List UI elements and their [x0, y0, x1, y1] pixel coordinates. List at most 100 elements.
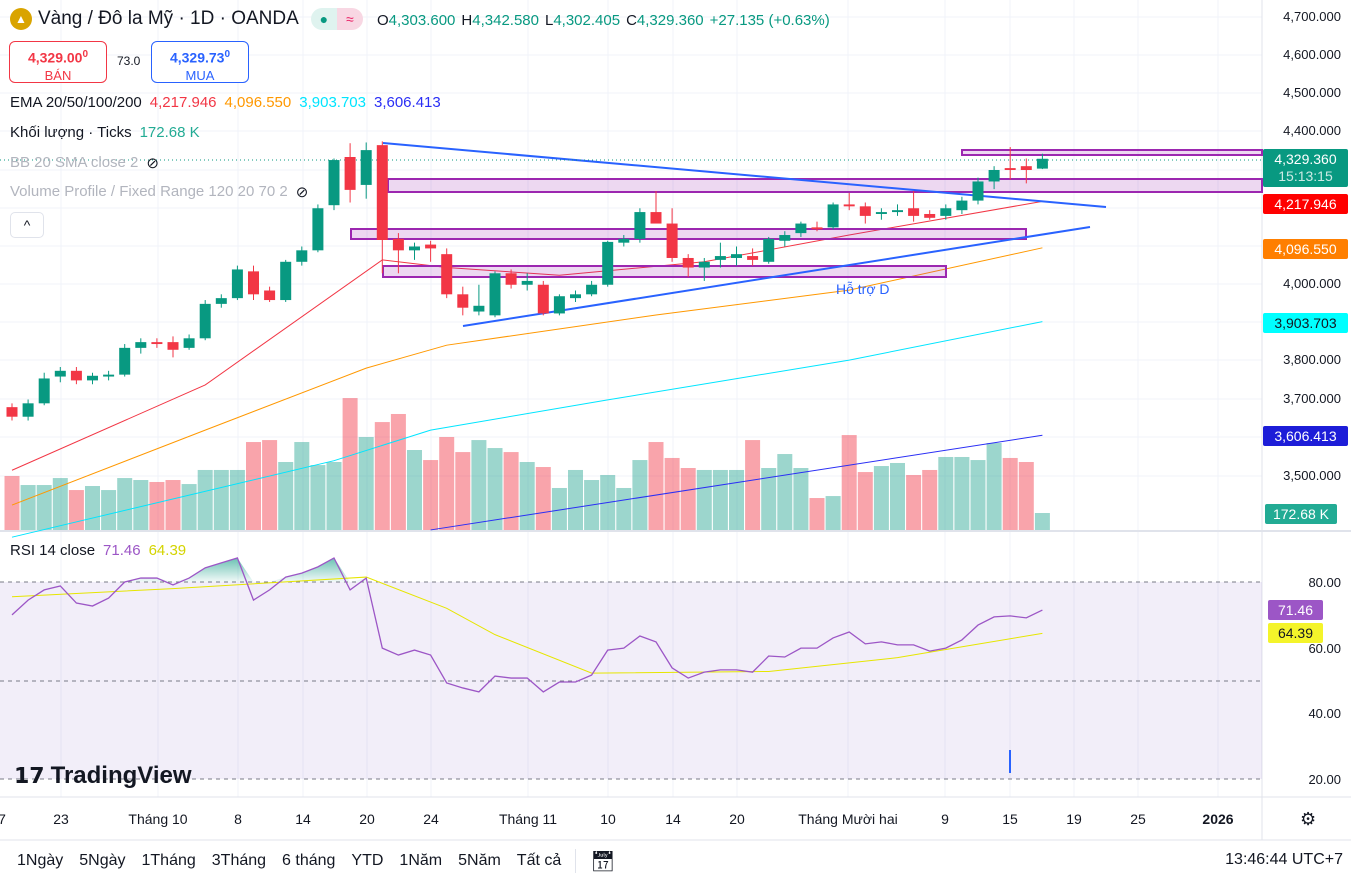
bottom-toolbar: 1Ngày 5Ngày 1Tháng 3Tháng 6 tháng YTD 1N…: [0, 845, 624, 877]
candle-body: [135, 342, 147, 348]
range-1d[interactable]: 1Ngày: [17, 852, 64, 869]
candle-body: [103, 374, 115, 377]
volume-bar: [36, 485, 52, 530]
hidden-eye-icon[interactable]: ⊘: [146, 155, 159, 172]
price-axis-label: 4,400.000: [1283, 123, 1341, 138]
candle-body: [666, 223, 678, 258]
clock[interactable]: 13:46:44 UTC+7: [1225, 851, 1343, 868]
rsi-ma-line: [11, 576, 1043, 674]
volume-badge: 172.68 K: [1265, 504, 1337, 524]
volume-bar: [165, 480, 181, 530]
sell-button[interactable]: 4,329.000 BÁN: [9, 41, 107, 83]
candle-body: [264, 290, 276, 301]
volume-bar: [986, 443, 1002, 530]
hidden-eye-icon[interactable]: ⊘: [295, 184, 309, 201]
volume-bar: [519, 462, 535, 530]
tradingview-logo[interactable]: 𝟭𝟳 TradingView: [14, 762, 192, 789]
candle-body: [553, 296, 565, 314]
volume-bar: [278, 462, 294, 530]
volume-bar: [407, 450, 422, 530]
market-status[interactable]: ● ≈: [310, 8, 363, 30]
range-6m[interactable]: 6 tháng: [282, 852, 336, 869]
rsi-legend[interactable]: RSI 14 close 71.46 64.39: [10, 542, 187, 559]
volume-bar: [439, 437, 455, 530]
rsi-axis-label: 80.00: [1308, 575, 1341, 590]
candle-body: [634, 212, 646, 239]
collapse-legend-button[interactable]: ^: [10, 212, 44, 238]
range-1m[interactable]: 1Tháng: [141, 852, 196, 869]
candle-body: [489, 273, 501, 316]
candle-body: [6, 407, 18, 417]
candle-body: [409, 246, 420, 251]
candle-body: [87, 375, 98, 381]
candle-body: [312, 208, 324, 251]
volume-bar: [922, 469, 938, 530]
calendar-icon[interactable]: 📅︎: [590, 850, 616, 873]
ema50-line: [11, 247, 1043, 506]
range-1y[interactable]: 1Năm: [399, 852, 443, 869]
candle-body: [441, 254, 453, 295]
candle-body: [183, 338, 195, 348]
ema100-badge: 3,903.703: [1263, 313, 1348, 333]
current-price-badge: 4,329.360 15:13:15: [1263, 149, 1348, 187]
volume-bar: [326, 462, 342, 530]
volume-profile-legend[interactable]: Volume Profile / Fixed Range 120 20 70 2…: [10, 183, 309, 201]
volume-legend[interactable]: Khối lượng · Ticks 172.68 K: [10, 124, 200, 141]
volume-bar: [503, 452, 519, 530]
time-axis-label: 23: [53, 811, 69, 827]
volume-bar: [777, 454, 793, 530]
support-annotation[interactable]: Hỗ trợ D: [836, 281, 890, 297]
time-axis-label: 7: [0, 811, 6, 827]
volume-bar: [68, 490, 84, 530]
volume-bar: [616, 487, 632, 530]
settings-gear-icon[interactable]: ⚙: [1300, 809, 1317, 829]
range-3m[interactable]: 3Tháng: [211, 852, 267, 869]
candle-body: [425, 244, 437, 249]
range-5d[interactable]: 5Ngày: [79, 852, 126, 869]
bb-legend[interactable]: BB 20 SMA close 2 ⊘: [10, 154, 159, 172]
candle-body: [586, 284, 598, 295]
symbol-header[interactable]: ▲ Vàng / Đô la Mỹ · 1D · OANDA ● ≈: [10, 8, 363, 30]
range-ytd[interactable]: YTD: [351, 852, 384, 869]
price-axis-label: 3,800.000: [1283, 352, 1341, 367]
ema20-badge: 4,217.946: [1263, 194, 1348, 214]
volume-bar: [841, 435, 857, 530]
zone-rectangle: [382, 265, 947, 278]
candle-body: [280, 261, 292, 301]
candle-body: [908, 208, 920, 216]
candle-body: [618, 238, 630, 243]
candle-body: [505, 273, 517, 285]
range-5y[interactable]: 5Năm: [458, 852, 501, 869]
time-axis-label: Tháng 10: [128, 811, 188, 827]
ema-legend[interactable]: EMA 20/50/100/200 4,217.946 4,096.550 3,…: [10, 94, 441, 111]
candle-body: [215, 298, 227, 304]
price-axis-label: 4,700.000: [1283, 9, 1341, 24]
candle-body: [22, 403, 34, 417]
volume-bar: [246, 442, 261, 530]
volume-bar: [133, 480, 149, 530]
volume-bar: [101, 490, 117, 530]
volume-bar: [229, 469, 245, 530]
candle-body: [859, 206, 871, 216]
ohlc-readout: O4,303.600 H4,342.580 L4,302.405 C4,329.…: [377, 12, 830, 29]
candle-body: [457, 294, 469, 308]
candle-body: [714, 256, 726, 260]
rsi-axis-label: 60.00: [1308, 641, 1341, 656]
range-all[interactable]: Tất cả: [516, 852, 562, 869]
volume-bar: [1034, 513, 1050, 530]
rsi-ma-badge: 64.39: [1268, 623, 1323, 643]
symbol-title[interactable]: Vàng / Đô la Mỹ · 1D · OANDA: [38, 8, 299, 29]
volume-bar: [632, 460, 648, 530]
buy-button[interactable]: 4,329.730 MUA: [151, 41, 249, 83]
volume-bar: [342, 398, 358, 530]
candle-body: [924, 213, 936, 218]
volume-bar: [873, 466, 889, 530]
rsi-badge: 71.46: [1268, 600, 1323, 620]
spread-value: 73.0: [117, 54, 141, 68]
candle-body: [199, 303, 211, 339]
time-axis-label: Tháng 11: [498, 811, 558, 827]
candle-body: [248, 271, 259, 295]
volume-bar: [696, 469, 712, 530]
candle-body: [570, 294, 581, 299]
